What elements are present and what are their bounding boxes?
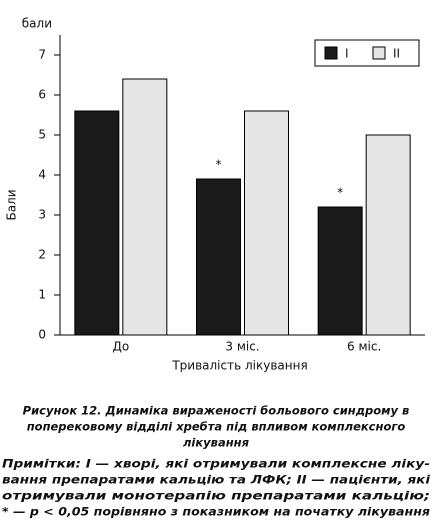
y-tick-label: 5 xyxy=(38,128,46,142)
caption-title: Рисунок 12. Динаміка вираженості больово… xyxy=(23,404,410,418)
x-tick-label: До xyxy=(112,340,129,354)
bar xyxy=(244,110,289,336)
bar xyxy=(365,134,411,336)
bar xyxy=(122,78,168,336)
legend-label: II xyxy=(393,47,400,61)
y-unit-label: бали xyxy=(22,17,52,31)
significance-mark: * xyxy=(216,158,222,172)
legend-label: I xyxy=(345,47,349,61)
legend-swatch xyxy=(324,46,338,60)
x-axis-title: Тривалість лікування xyxy=(171,359,307,373)
x-tick-label: 3 міс. xyxy=(225,340,259,354)
caption-title: лікування xyxy=(183,436,250,450)
x-tick-label: 6 міс. xyxy=(347,340,381,354)
y-tick-label: 4 xyxy=(38,168,46,182)
y-tick-label: 3 xyxy=(38,208,46,222)
caption-note: вання препаратами кальцію та ЛФК; II — п… xyxy=(2,473,431,487)
y-axis-title: Бали xyxy=(5,189,19,220)
y-tick-label: 6 xyxy=(38,88,46,102)
bar xyxy=(74,110,120,336)
y-tick-label: 1 xyxy=(38,288,46,302)
legend-box xyxy=(314,39,420,67)
caption-note: Примітки: I — хворі, які отримували комп… xyxy=(2,457,430,471)
caption-title: поперековому відділі хребта під впливом … xyxy=(27,420,406,434)
significance-mark: * xyxy=(337,186,343,200)
bar xyxy=(196,178,241,336)
caption-note: отримували монотерапію препаратами кальц… xyxy=(2,489,430,503)
bar xyxy=(317,206,363,336)
caption-note: * — p < 0,05 порівняно з показником на п… xyxy=(2,505,431,519)
legend-swatch xyxy=(372,46,386,60)
y-tick-label: 7 xyxy=(38,48,46,62)
y-tick-label: 0 xyxy=(38,328,46,342)
y-tick-label: 2 xyxy=(38,248,46,262)
